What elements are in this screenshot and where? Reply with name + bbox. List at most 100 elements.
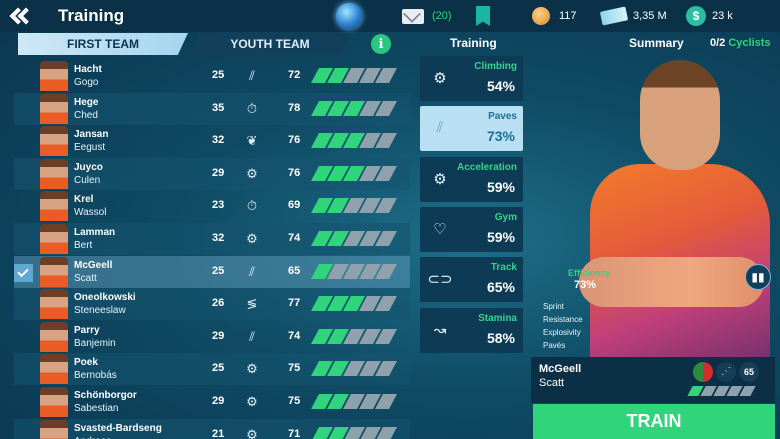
rider-avatar: [40, 256, 68, 287]
paves-icon: ⫽: [249, 328, 255, 344]
train-button[interactable]: TRAIN: [533, 404, 775, 439]
rider-level-bars: [311, 328, 397, 344]
rider-last-name: Svasted-Bardseng: [74, 422, 162, 434]
rider-first-name: Bernobás: [74, 370, 117, 382]
rider-ovr: 76: [288, 134, 301, 147]
premium-amount: 23 k: [712, 10, 733, 22]
training-option-label: Gym: [494, 211, 517, 223]
rider-age: 32: [212, 232, 225, 244]
training-option-pct: 54%: [486, 78, 515, 94]
training-option[interactable]: ⫽ Paves 73%: [420, 106, 523, 152]
paves-icon: ⫽: [249, 68, 255, 83]
rider-avatar: [40, 93, 68, 124]
rider-age: 23: [212, 199, 225, 212]
cyclists-count: 0/2 Cyclists: [710, 37, 771, 49]
globe-icon[interactable]: [336, 3, 362, 29]
banknote-icon: [599, 6, 629, 26]
rider-last-name: McGeell: [74, 259, 113, 271]
tab-first-team[interactable]: FIRST TEAM: [18, 33, 188, 55]
rider-name: Krel Wassol: [74, 193, 106, 219]
back-icon[interactable]: [9, 5, 40, 27]
rider-level-bars: [311, 165, 397, 181]
stats-chart-icon[interactable]: ▮▮: [745, 264, 771, 290]
training-option[interactable]: ⚙ Acceleration 59%: [420, 156, 523, 202]
rider-ovr: 72: [288, 69, 301, 81]
check-icon[interactable]: [14, 263, 33, 282]
training-option-label: Climbing: [474, 61, 517, 72]
training-option[interactable]: ♡ Gym 59%: [420, 206, 523, 252]
rider-row[interactable]: Parry Banjemin 29 ⫽ 74: [14, 321, 410, 353]
messages[interactable]: (20): [402, 4, 452, 28]
rider-first-name: Andreas: [74, 435, 162, 439]
rider-row[interactable]: Schönborgor Sabestian 29 ⚙ 75: [14, 386, 410, 418]
rider-name: Hacht Gogo: [74, 63, 102, 89]
rider-ovr: 77: [288, 297, 301, 310]
climbing-bike-icon: ⚙: [246, 394, 258, 409]
rider-age: 35: [212, 101, 225, 114]
stopwatch-icon: ⏱: [246, 198, 258, 214]
rider-name: Schönborgor Sabestian: [74, 389, 137, 415]
rider-last-name: Parry: [74, 324, 100, 336]
bike-icon: ⚙: [246, 361, 258, 377]
rider-last-name: Juyco: [74, 161, 103, 173]
training-option[interactable]: ⚙ Climbing 54%: [420, 56, 523, 101]
rider-row[interactable]: McGeell Scatt 25 ⫽ 65: [14, 255, 410, 288]
rider-avatar: [40, 224, 68, 254]
rider-ovr: 69: [288, 199, 301, 212]
rider-age: 29: [212, 395, 225, 407]
track-icon: ⊂⊃: [427, 271, 453, 289]
rider-first-name: Wassol: [74, 207, 107, 219]
info-icon[interactable]: i: [371, 34, 391, 54]
rider-row[interactable]: Hege Ched 35 ⏱ 78: [14, 92, 410, 125]
tab-youth-team[interactable]: YOUTH TEAM: [190, 33, 350, 55]
mail-icon: [402, 8, 424, 24]
rider-first-name: Culen: [74, 174, 101, 186]
rider-name: Poek Bernobás: [74, 356, 117, 382]
rider-row[interactable]: Krel Wassol 23 ⏱ 69: [14, 190, 410, 222]
training-option[interactable]: ⊂⊃ Track 65%: [420, 257, 523, 303]
rider-row[interactable]: Lamman Bert 32 ⚙ 74: [14, 223, 410, 255]
rider-ovr: 71: [288, 427, 301, 439]
rider-ovr: 76: [288, 166, 301, 179]
training-option[interactable]: ↝ Stamina 58%: [420, 307, 523, 353]
coins-count: 117: [559, 10, 577, 22]
rider-first-name: Bert: [74, 240, 93, 251]
rider-avatar: [40, 289, 68, 320]
rider-row[interactable]: Svasted-BardsengAndreas 21 ⚙ 71: [14, 418, 410, 439]
summary-stats: Sprint Resistance Explosivity Pavés: [543, 300, 583, 352]
rider-row[interactable]: Oneolkowski Steneeslaw 26 ≶ 77: [14, 288, 410, 321]
selected-rider-ovr: 65: [739, 362, 759, 382]
flag-resource[interactable]: [476, 4, 490, 28]
selected-rider-level: [687, 386, 756, 396]
rider-name: Parry Banjemin: [74, 324, 116, 350]
laurel-icon: ❦: [246, 133, 258, 149]
selected-rider-last: McGeell: [539, 363, 582, 375]
rider-first-name: Steneeslaw: [74, 305, 126, 317]
rider-arms: [579, 257, 764, 307]
rider-row[interactable]: Jansan Eegust 32 ❦ 76: [14, 125, 410, 157]
training-option-label: Stamina: [478, 312, 517, 324]
cyclists-count-value: 0/2: [710, 37, 726, 49]
money[interactable]: 3,35 M: [599, 4, 667, 28]
rider-level-bars: [311, 426, 397, 439]
premium-currency[interactable]: $ 23 k: [686, 4, 733, 28]
rider-name: Juyco Culen: [74, 161, 103, 187]
stat-sprint: Sprint: [543, 302, 564, 311]
paves-icon: ⫽: [249, 263, 255, 279]
paves-icon: ⋰: [716, 362, 736, 382]
rider-list[interactable]: Hacht Gogo 25 ⫽ 72 Hege Ched 35 ⏱ 78 Jansan Eegust 3…: [14, 60, 410, 439]
rider-level-bars: [311, 394, 397, 409]
rider-head: [640, 60, 720, 170]
coins[interactable]: 117: [532, 4, 577, 28]
rider-age: 26: [212, 297, 225, 310]
rider-last-name: Jansan: [74, 129, 109, 141]
rider-row[interactable]: Juyco Culen 29 ⚙ 76: [14, 157, 410, 190]
rider-avatar: [40, 354, 68, 385]
rider-name: Lamman Bert: [74, 226, 115, 252]
rider-row[interactable]: Poek Bernobás 25 ⚙ 75: [14, 353, 410, 386]
rider-level-bars: [311, 263, 397, 279]
rider-first-name: Eegust: [74, 142, 106, 154]
rider-row[interactable]: Hacht Gogo 25 ⫽ 72: [14, 60, 410, 92]
rider-age: 25: [212, 69, 225, 81]
rider-age: 29: [212, 166, 225, 179]
